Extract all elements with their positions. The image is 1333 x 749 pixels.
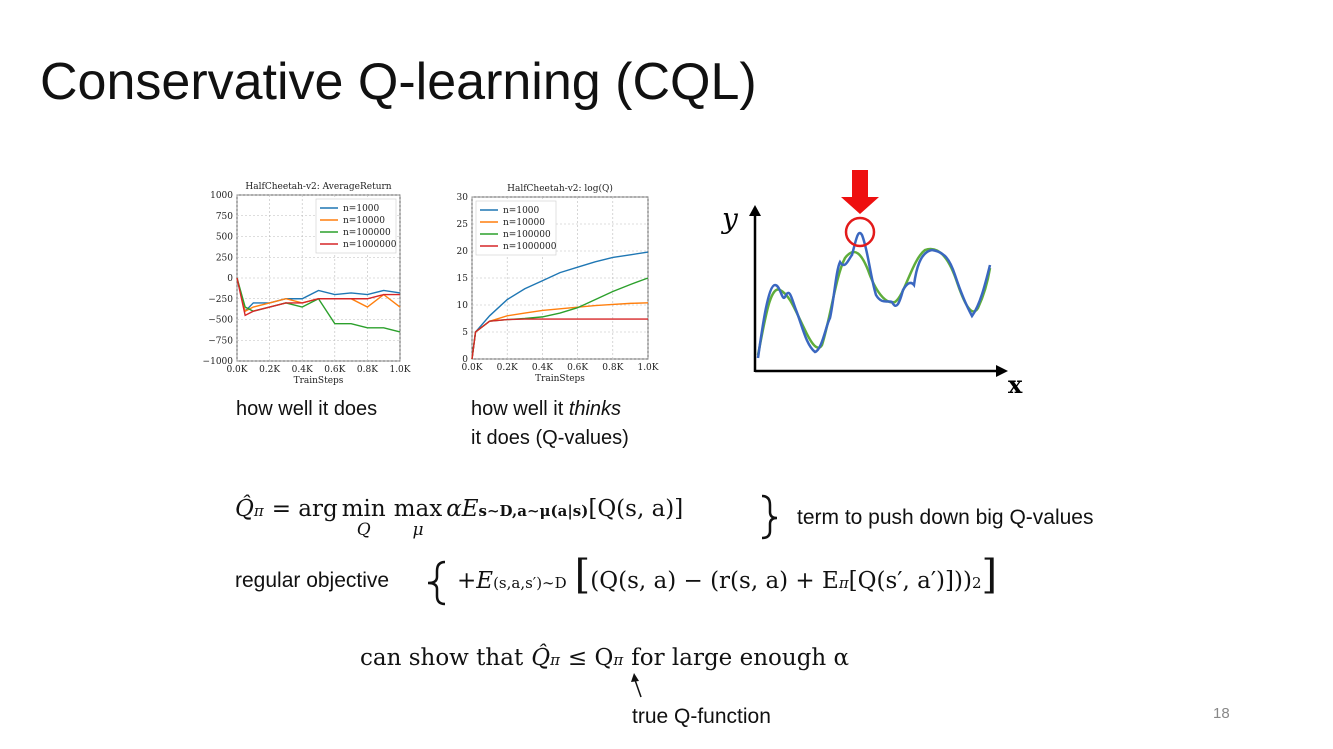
y-tick-label: −750: [208, 336, 233, 346]
legend-label: n=1000: [343, 204, 380, 214]
highlight-circle: [844, 216, 876, 248]
y-tick-label: −250: [208, 295, 233, 305]
y-tick-label: 5: [462, 328, 468, 338]
math: (s,a,s′)∼D: [493, 574, 567, 592]
math: π: [550, 651, 560, 669]
y-tick-label: 15: [457, 274, 469, 284]
legend-label: n=10000: [343, 216, 385, 226]
y-tick-label: 250: [216, 253, 233, 263]
learned-curve: [756, 231, 992, 359]
series-line: [471, 251, 649, 360]
math: [: [574, 552, 591, 598]
math: max: [393, 496, 443, 522]
math: ]: [981, 552, 998, 598]
x-tick-label: 0.2K: [497, 363, 518, 373]
y-tick-label: −1000: [203, 357, 234, 367]
x-tick-label: 0.0K: [226, 365, 247, 375]
math: can show that: [360, 645, 524, 671]
math: π: [838, 574, 849, 592]
math: s∼D,a∼μ(a|s): [478, 502, 589, 520]
caption-emphasis: thinks: [568, 398, 622, 420]
math: ≤ Q: [567, 645, 614, 671]
x-tick-label: 0.0K: [461, 363, 482, 373]
y-tick-label: 750: [216, 212, 233, 222]
chart: HalfCheetah-v2: AverageReturn TrainSteps −…: [203, 182, 411, 386]
chart: HalfCheetah-v2: log(Q) TrainSteps 0 5 10 15 20…: [457, 183, 659, 384]
math: αE: [446, 496, 479, 522]
legend-label: n=100000: [343, 228, 391, 238]
annotation: term to push down big Q-values: [797, 506, 1094, 529]
x-tick-label: 0.4K: [532, 363, 553, 373]
legend-label: n=10000: [503, 218, 545, 228]
diagram-y-label: y: [720, 202, 739, 235]
x-tick-label: 1.0K: [637, 363, 658, 373]
y-tick-label: 20: [457, 247, 469, 257]
brace: [761, 494, 778, 540]
series-line: [236, 277, 401, 313]
math: [Q(s, a)]: [588, 496, 684, 522]
diagram-arrowhead: [749, 205, 761, 216]
x-tick-label: 0.8K: [357, 365, 378, 375]
y-tick-label: 0: [462, 355, 468, 365]
math: +E: [457, 568, 494, 594]
caption-text: how well it does: [236, 398, 378, 420]
annotation: true Q-function: [632, 705, 771, 728]
y-tick-label: 500: [216, 233, 233, 243]
x-axis-label: TrainSteps: [535, 374, 585, 384]
chart-title: HalfCheetah-v2: log(Q): [507, 183, 613, 194]
caption: how well it does: [236, 395, 377, 424]
page-number: 18: [1213, 705, 1230, 722]
y-tick-label: −500: [208, 316, 233, 326]
math: Q: [356, 520, 371, 540]
math: μ: [412, 520, 424, 540]
legend-label: n=1000000: [343, 240, 397, 250]
legend-label: n=1000000: [503, 242, 557, 252]
diagram-x-label: x: [1008, 370, 1023, 399]
math: π: [613, 651, 624, 669]
math: min: [341, 496, 386, 522]
brace: [427, 560, 446, 606]
x-tick-label: 1.0K: [389, 365, 410, 375]
math: 2: [971, 574, 982, 592]
math: π: [253, 502, 264, 520]
x-tick-label: 0.4K: [292, 365, 313, 375]
diagram-arrowhead: [996, 365, 1008, 377]
pointer-head: [631, 673, 639, 682]
math: for large enough α: [631, 645, 850, 671]
equation: Q̂ π = arg min Q max μ αE s∼D,a∼μ(a|s) [Q(s,…: [235, 496, 683, 539]
x-tick-label: 0.2K: [259, 365, 280, 375]
x-tick-label: 0.6K: [567, 363, 588, 373]
x-tick-label: 0.6K: [324, 365, 345, 375]
chart-title: HalfCheetah-v2: AverageReturn: [245, 182, 391, 192]
x-axis-label: TrainSteps: [294, 376, 344, 386]
annotation: regular objective: [235, 569, 390, 592]
y-tick-label: 10: [457, 301, 469, 311]
red-arrow: [841, 170, 879, 214]
math: = arg: [271, 496, 338, 522]
slide-title: Conservative Q-learning (CQL): [40, 53, 757, 111]
y-tick-label: 0: [227, 274, 233, 284]
legend-label: n=100000: [503, 230, 551, 240]
x-tick-label: 0.8K: [602, 363, 623, 373]
series-line: [236, 277, 400, 317]
series-line: [236, 277, 401, 333]
pointer: [634, 679, 642, 698]
q-diagram: y x: [720, 170, 1023, 399]
math: (Q(s, a) − (r(s, a) + E: [590, 568, 839, 594]
y-tick-label: 25: [457, 220, 469, 230]
series-line: [471, 318, 648, 360]
legend-label: n=1000: [503, 206, 540, 216]
y-tick-label: 1000: [210, 191, 233, 201]
caption-text: it does (Q-values): [471, 427, 629, 449]
caption: how well it thinks it does (Q-values): [471, 395, 629, 453]
y-tick-label: 30: [457, 193, 469, 203]
math: Q̂: [531, 645, 551, 671]
math: Q̂: [235, 496, 254, 522]
math: [Q(s′, a′)])): [848, 568, 972, 594]
caption-text: how well it: [471, 398, 569, 420]
